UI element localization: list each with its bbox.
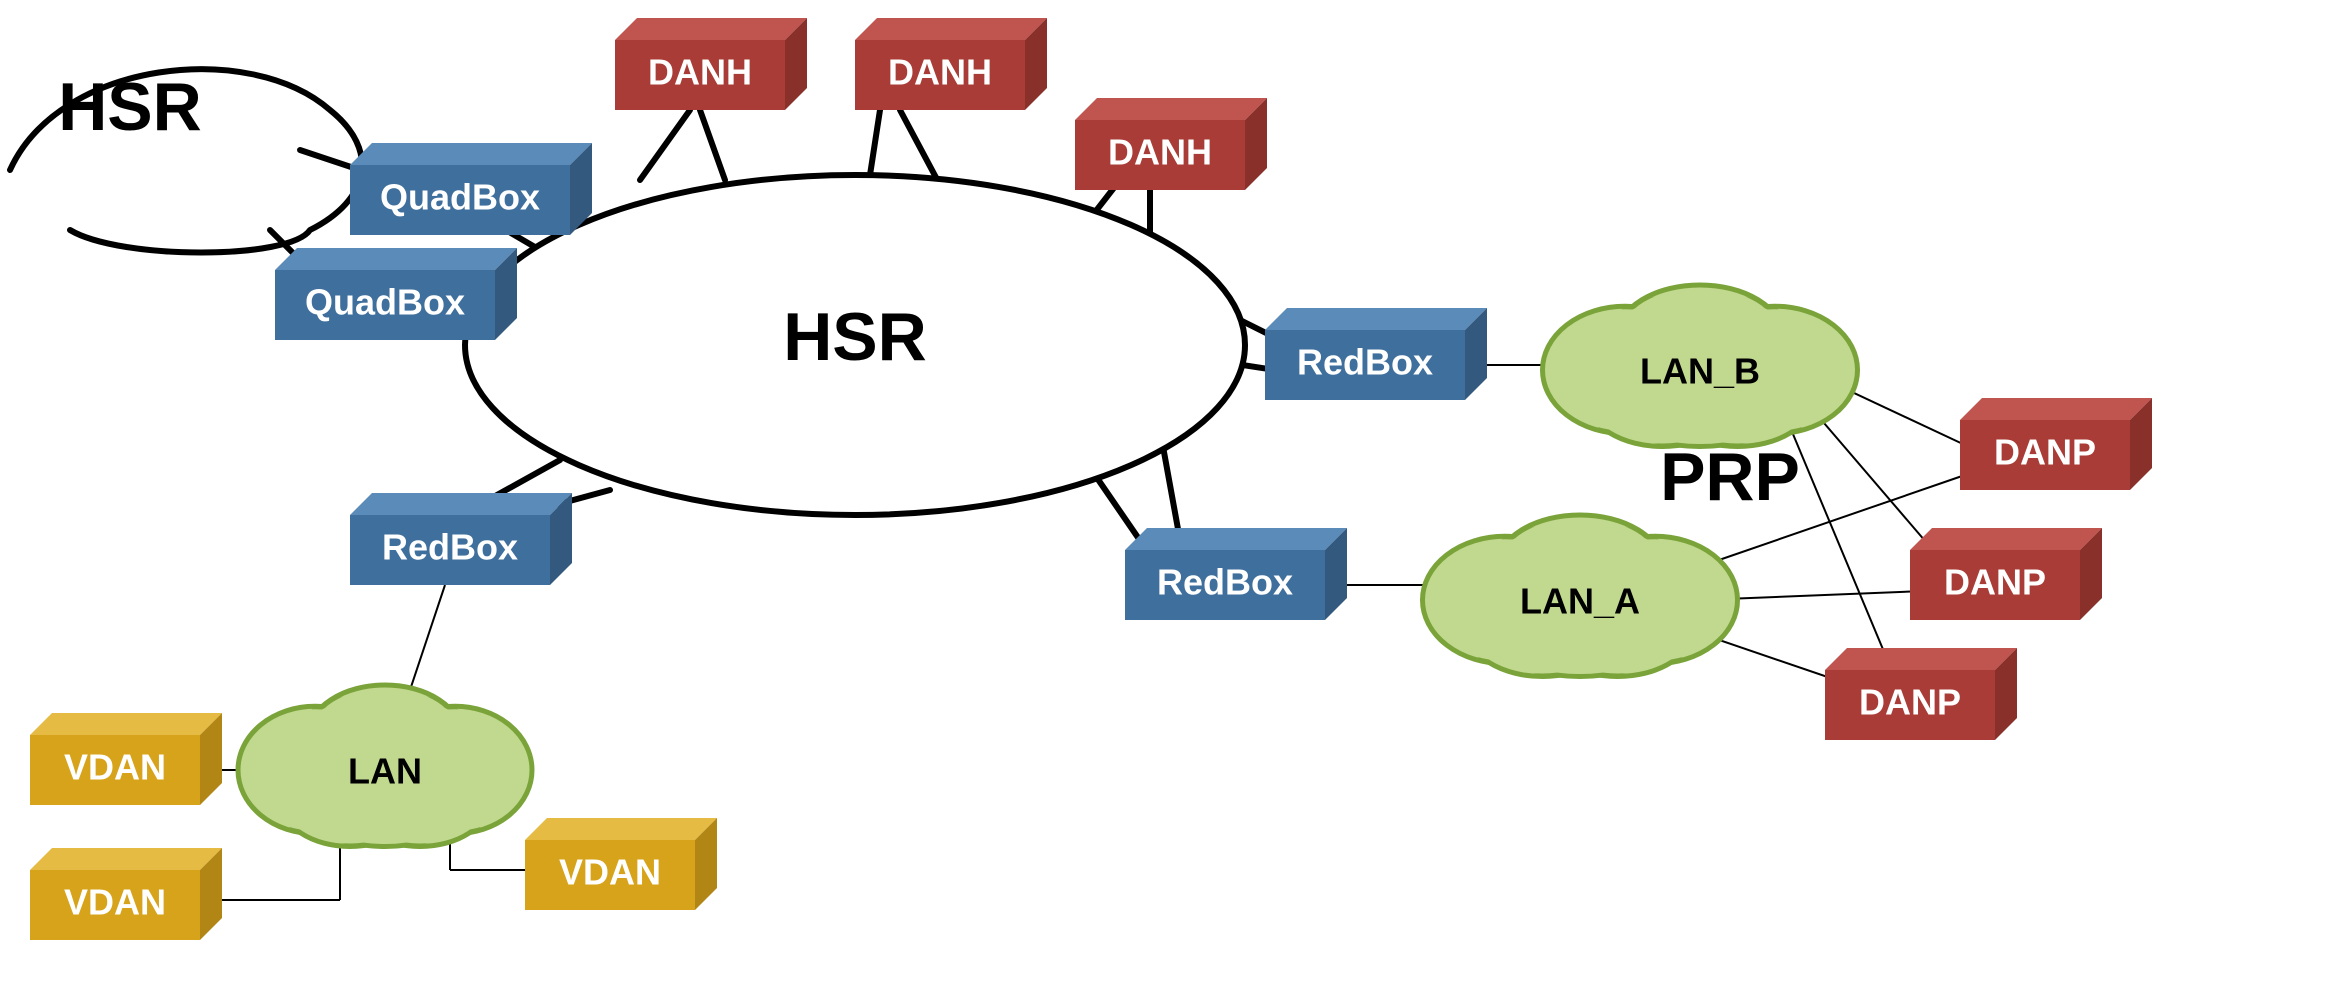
node-vdan2: VDAN <box>30 848 222 940</box>
cloud-lan-label: LAN <box>348 751 422 792</box>
node-danh1: DANH <box>615 18 807 110</box>
cloud-lan-a: LAN_A <box>1423 515 1738 677</box>
title-hsr-left: HSR <box>58 69 202 145</box>
node-redbox-left: RedBox <box>350 493 572 585</box>
cloud-lan: LAN <box>238 685 532 847</box>
node-vdan1-label: VDAN <box>64 747 166 788</box>
node-vdan2-label: VDAN <box>64 882 166 923</box>
edge-ring-danh2a <box>870 110 880 175</box>
node-danh3: DANH <box>1075 98 1267 190</box>
node-danh1-label: DANH <box>648 52 752 93</box>
cloud-lan-b-label: LAN_B <box>1640 351 1760 392</box>
node-danp3-label: DANP <box>1859 682 1961 723</box>
node-vdan3-label: VDAN <box>559 852 661 893</box>
node-quadbox1: QuadBox <box>350 143 592 235</box>
node-redbox-right-top-label: RedBox <box>1297 342 1433 383</box>
edge-ring-danh1a <box>640 110 690 180</box>
title-prp: PRP <box>1660 439 1800 515</box>
node-quadbox2: QuadBox <box>275 248 517 340</box>
node-danp1-label: DANP <box>1994 432 2096 473</box>
node-redbox-right-bot: RedBox <box>1125 528 1347 620</box>
node-redbox-right-top: RedBox <box>1265 308 1487 400</box>
node-danp2-label: DANP <box>1944 562 2046 603</box>
title-hsr-main: HSR <box>783 299 927 375</box>
node-vdan1: VDAN <box>30 713 222 805</box>
node-danh2: DANH <box>855 18 1047 110</box>
node-redbox-right-bot-label: RedBox <box>1157 562 1293 603</box>
cloud-lan-b: LAN_B <box>1543 285 1858 447</box>
node-vdan3: VDAN <box>525 818 717 910</box>
node-quadbox2-label: QuadBox <box>305 282 465 323</box>
node-quadbox1-label: QuadBox <box>380 177 540 218</box>
edge-ring-danh1b <box>700 110 725 180</box>
node-danp3: DANP <box>1825 648 2017 740</box>
cloud-lan-a-label: LAN_A <box>1520 581 1640 622</box>
node-danh2-label: DANH <box>888 52 992 93</box>
node-danp2: DANP <box>1910 528 2102 620</box>
node-danp1: DANP <box>1960 398 2152 490</box>
node-danh3-label: DANH <box>1108 132 1212 173</box>
node-redbox-left-label: RedBox <box>382 527 518 568</box>
